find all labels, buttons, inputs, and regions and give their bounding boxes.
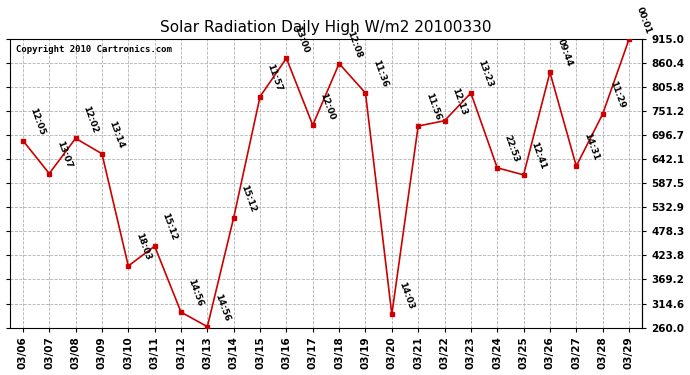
Text: 12:41: 12:41	[529, 141, 547, 171]
Text: 00:01: 00:01	[635, 6, 653, 35]
Text: 11:56: 11:56	[424, 92, 442, 122]
Text: 12:13: 12:13	[450, 87, 469, 117]
Text: 14:31: 14:31	[582, 132, 600, 162]
Text: 11:29: 11:29	[608, 80, 627, 110]
Text: 22:53: 22:53	[503, 134, 521, 164]
Text: 12:00: 12:00	[318, 91, 337, 121]
Text: 12:02: 12:02	[81, 104, 99, 134]
Text: 13:23: 13:23	[476, 59, 495, 89]
Text: 13:00: 13:00	[292, 24, 310, 54]
Text: 15:12: 15:12	[160, 212, 179, 242]
Text: 12:08: 12:08	[345, 30, 363, 59]
Text: 11:36: 11:36	[371, 59, 389, 89]
Title: Solar Radiation Daily High W/m2 20100330: Solar Radiation Daily High W/m2 20100330	[160, 20, 492, 35]
Text: 14:56: 14:56	[186, 278, 205, 308]
Text: 14:03: 14:03	[397, 280, 415, 310]
Text: 13:07: 13:07	[55, 140, 73, 170]
Text: 14:56: 14:56	[213, 292, 231, 322]
Text: 18:03: 18:03	[134, 232, 152, 262]
Text: 13:14: 13:14	[108, 120, 126, 150]
Text: 12:05: 12:05	[28, 106, 47, 136]
Text: 15:12: 15:12	[239, 183, 257, 213]
Text: Copyright 2010 Cartronics.com: Copyright 2010 Cartronics.com	[16, 45, 172, 54]
Text: 09:44: 09:44	[555, 38, 574, 68]
Text: 11:57: 11:57	[266, 62, 284, 92]
